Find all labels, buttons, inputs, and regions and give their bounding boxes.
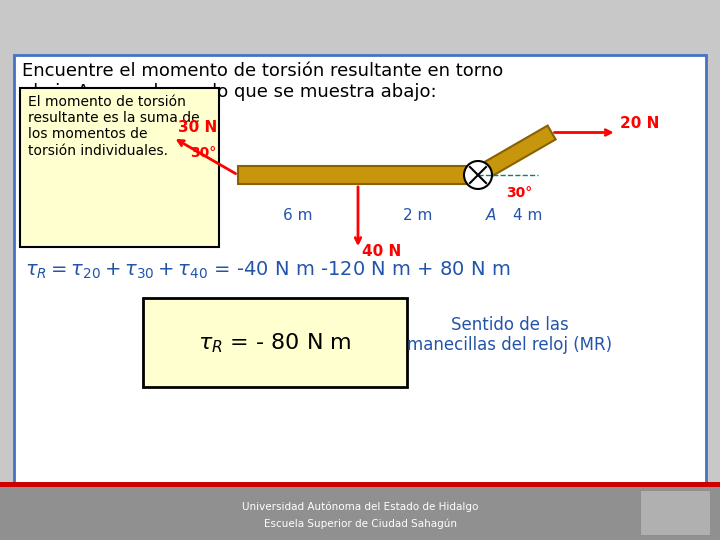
Text: $\tau_R$ = - 80 N m: $\tau_R$ = - 80 N m xyxy=(198,331,352,355)
Text: A: A xyxy=(486,208,496,223)
Bar xyxy=(0,485,720,540)
Polygon shape xyxy=(474,126,556,182)
FancyBboxPatch shape xyxy=(143,298,407,387)
Bar xyxy=(0,482,720,487)
Text: Encuentre el momento de torsión resultante en torno
al eje A para el arreglo que: Encuentre el momento de torsión resultan… xyxy=(22,62,503,101)
Text: 4 m: 4 m xyxy=(513,208,543,223)
Text: 30 N: 30 N xyxy=(178,120,217,136)
Text: 40 N: 40 N xyxy=(362,244,401,259)
FancyBboxPatch shape xyxy=(20,88,219,247)
Bar xyxy=(640,490,710,535)
Text: Sentido de las
manecillas del reloj (MR): Sentido de las manecillas del reloj (MR) xyxy=(408,315,613,354)
Text: El momento de torsión
resultante es la suma de
los momentos de
torsión individua: El momento de torsión resultante es la s… xyxy=(28,95,199,158)
Text: 30°: 30° xyxy=(506,186,532,200)
Text: 2 m: 2 m xyxy=(403,208,433,223)
Text: Universidad Autónoma del Estado de Hidalgo: Universidad Autónoma del Estado de Hidal… xyxy=(242,502,478,512)
Text: 6 m: 6 m xyxy=(283,208,312,223)
Text: $\tau_R = \tau_{20} + \tau_{30} + \tau_{40}$ = -40 N m -120 N m + 80 N m: $\tau_R = \tau_{20} + \tau_{30} + \tau_{… xyxy=(25,259,510,281)
Text: Escuela Superior de Ciudad Sahagún: Escuela Superior de Ciudad Sahagún xyxy=(264,519,456,529)
Circle shape xyxy=(464,161,492,189)
Text: 20 N: 20 N xyxy=(620,116,659,131)
Bar xyxy=(238,166,478,184)
FancyBboxPatch shape xyxy=(14,55,706,485)
Text: 30°: 30° xyxy=(190,146,216,160)
